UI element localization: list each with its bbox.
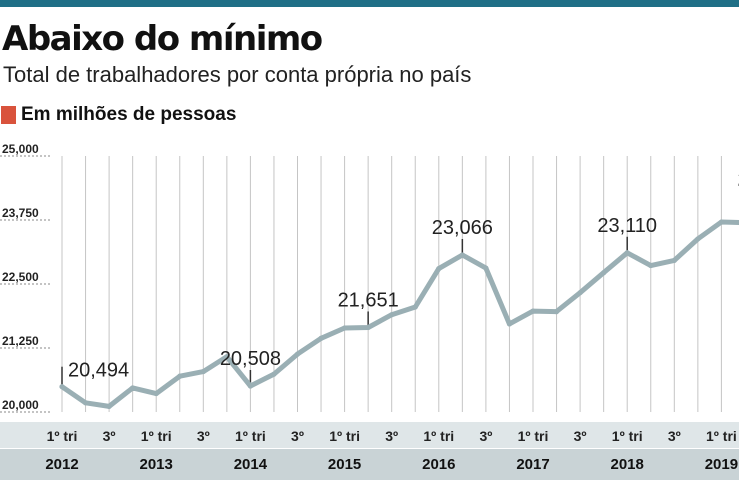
unit-legend: Em milhões de pessoas [1,104,236,126]
chart-subtitle: Total de trabalhadores por conta própria… [3,62,472,87]
x-tick-label: 1º tri [47,428,78,444]
data-label: 20,508 [220,348,281,370]
data-point [271,371,277,377]
y-tick-label: 25,000 [2,142,39,156]
y-tick-label: 20,000 [2,398,39,412]
data-point [695,236,701,242]
y-tick-label: 21,250 [2,334,39,348]
x-tick-label: 3º [103,428,116,444]
year-axis-band [0,449,739,480]
x-tick-label: 1º tri [329,428,360,444]
data-label: 23,066 [432,217,493,239]
year-label: 2014 [234,456,268,473]
year-label: 2018 [611,456,644,473]
x-tick-label: 3º [668,428,681,444]
data-point [106,403,112,409]
unit-label: Em milhões de pessoas [21,104,237,125]
quarter-axis-band [0,422,739,448]
data-point [224,354,230,360]
data-label: 24,141 [738,169,739,191]
data-point [553,309,560,315]
data-point [459,252,465,258]
data-point [718,219,725,225]
data-point [530,308,536,314]
x-tick-label: 3º [479,428,492,444]
year-label: 2012 [45,456,78,473]
data-point [177,373,183,379]
data-point [200,368,206,375]
year-label: 2013 [140,456,173,473]
data-label: 23,110 [597,215,657,237]
data-point [153,390,159,397]
data-point [412,304,418,310]
data-point [577,290,583,296]
data-point [294,351,301,357]
x-tick-label: 1º tri [235,428,266,444]
data-label: 21,651 [338,289,399,311]
data-point [365,324,371,331]
x-tick-label: 1º tri [706,428,737,444]
y-tick-label: 22,500 [2,270,39,284]
data-point [624,250,630,256]
x-tick-label: 1º tri [518,428,549,444]
data-point [648,262,654,269]
data-point [671,257,677,264]
unit-marker [1,106,16,124]
top-accent-bar [0,0,739,7]
data-point [483,265,489,271]
data-point [82,400,89,406]
x-tick-label: 1º tri [423,428,454,444]
data-point [601,270,607,276]
data-point [130,385,136,391]
data-point [436,266,442,272]
data-point [389,312,395,318]
data-point [247,383,253,389]
x-tick-label: 3º [385,428,398,444]
year-label: 2016 [422,456,455,473]
x-tick-label: 1º tri [141,428,172,444]
y-tick-label: 23,750 [2,206,39,220]
x-tick-label: 3º [197,428,210,444]
year-label: 2019 [705,456,738,473]
x-tick-label: 3º [291,428,304,444]
year-label: 2017 [516,456,549,473]
chart-title: Abaixo do mínimo [2,19,323,59]
x-tick-label: 1º tri [612,428,643,444]
data-point [342,325,348,331]
data-label: 20,494 [68,360,129,382]
data-point [506,321,513,327]
year-label: 2015 [328,456,361,473]
x-tick-label: 3º [574,428,587,444]
data-point [59,384,65,390]
data-point [318,335,324,341]
